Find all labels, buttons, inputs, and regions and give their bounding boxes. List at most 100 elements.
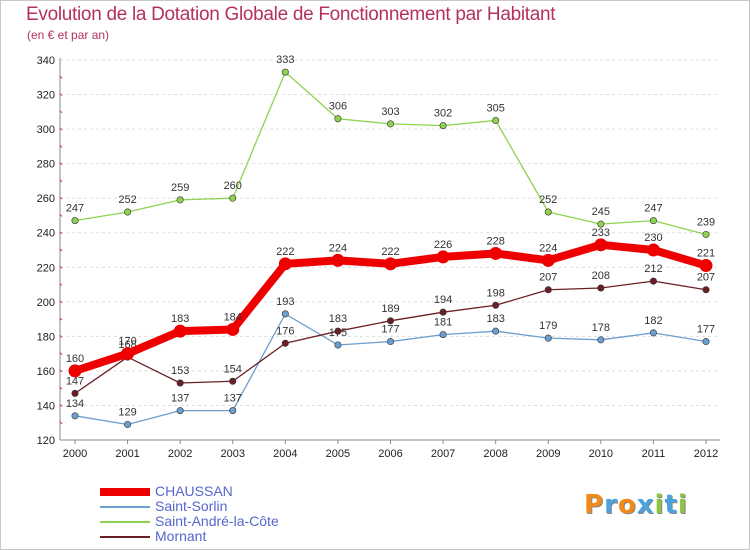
data-point xyxy=(281,68,289,76)
x-tick-label: 2008 xyxy=(483,448,507,460)
data-label: 208 xyxy=(592,270,610,282)
data-point xyxy=(439,331,447,339)
data-label: 260 xyxy=(224,180,242,192)
data-label: 137 xyxy=(171,393,189,405)
data-point xyxy=(492,301,500,309)
data-point xyxy=(702,286,710,294)
data-point xyxy=(331,253,345,267)
data-point xyxy=(229,377,237,385)
legend-label: Saint-André-la-Côte xyxy=(155,513,279,529)
data-point xyxy=(597,220,605,228)
x-tick-label: 2002 xyxy=(168,448,192,460)
data-point xyxy=(176,379,184,387)
data-point xyxy=(121,347,135,361)
data-point xyxy=(649,217,657,225)
data-point xyxy=(71,217,79,225)
x-tick-label: 2010 xyxy=(589,448,613,460)
data-label: 147 xyxy=(66,375,84,387)
y-tick-label: 300 xyxy=(37,124,55,136)
series-chaussan: 160 170 183 184 222 224 222 226 228 224 233 230 221 xyxy=(66,227,715,378)
data-label: 170 xyxy=(118,336,136,348)
y-tick-label: 240 xyxy=(37,228,55,240)
legend-item: Mornant xyxy=(100,528,360,544)
y-minor-tick xyxy=(59,283,63,286)
data-label: 153 xyxy=(171,365,189,377)
data-label: 247 xyxy=(644,203,662,215)
y-minor-tick xyxy=(59,93,63,96)
y-tick-label: 120 xyxy=(37,435,55,447)
series-saint-sorlin: 134129137137193175177181183179178182177 xyxy=(66,296,715,428)
x-tick-label: 2001 xyxy=(115,448,139,460)
data-label: 176 xyxy=(276,325,294,337)
data-label: 233 xyxy=(592,227,610,239)
y-minor-tick xyxy=(59,145,63,148)
y-tick-label: 340 xyxy=(37,55,55,67)
y-tick-label: 200 xyxy=(37,297,55,309)
data-point xyxy=(594,238,608,252)
data-label: 207 xyxy=(697,272,715,284)
y-tick-label: 220 xyxy=(37,262,55,274)
data-point xyxy=(334,115,342,123)
x-tick-label: 2005 xyxy=(326,448,350,460)
data-point xyxy=(226,322,240,336)
y-minor-tick xyxy=(59,110,63,114)
data-label: 252 xyxy=(539,194,557,206)
legend-label: Saint-Sorlin xyxy=(155,498,228,514)
y-minor-tick xyxy=(59,404,63,407)
y-minor-tick xyxy=(59,196,63,200)
data-label: 224 xyxy=(539,242,557,254)
y-tick-label: 160 xyxy=(37,366,55,378)
data-point xyxy=(436,250,450,264)
data-label: 222 xyxy=(276,246,294,258)
data-point xyxy=(439,308,447,316)
data-point xyxy=(597,284,605,292)
data-point xyxy=(541,253,555,267)
data-point xyxy=(173,324,187,338)
data-point xyxy=(649,277,657,285)
data-label: 224 xyxy=(329,242,347,254)
chart-subtitle: (en € et par an) xyxy=(27,28,110,42)
data-label: 134 xyxy=(66,398,84,410)
data-label: 198 xyxy=(486,287,504,299)
data-point xyxy=(124,208,132,216)
data-label: 177 xyxy=(381,324,399,336)
data-label: 222 xyxy=(381,246,399,258)
data-label: 154 xyxy=(224,363,242,375)
data-point xyxy=(281,310,289,318)
x-tick-label: 2000 xyxy=(63,448,87,460)
data-label: 226 xyxy=(434,239,452,251)
legend-swatch xyxy=(100,487,150,496)
data-point xyxy=(334,341,342,349)
x-tick-label: 2007 xyxy=(431,448,455,460)
y-minor-tick xyxy=(59,421,63,425)
x-tick-label: 2011 xyxy=(642,448,666,460)
data-label: 183 xyxy=(171,313,189,325)
data-label: 179 xyxy=(539,320,557,332)
data-label: 207 xyxy=(539,272,557,284)
proxiti-logo: Proxiti xyxy=(584,490,688,520)
data-point xyxy=(71,389,79,397)
data-point xyxy=(544,286,552,294)
legend-label: Mornant xyxy=(155,528,207,544)
data-point xyxy=(386,120,394,128)
y-minor-tick xyxy=(59,214,63,217)
data-point xyxy=(544,334,552,342)
data-label: 247 xyxy=(66,203,84,215)
data-label: 182 xyxy=(644,315,662,327)
data-point xyxy=(699,259,713,273)
legend-swatch xyxy=(100,520,150,523)
data-point xyxy=(281,339,289,347)
y-tick-label: 180 xyxy=(37,331,55,343)
data-point xyxy=(544,208,552,216)
data-label: 177 xyxy=(697,324,715,336)
data-point xyxy=(386,338,394,346)
y-minor-tick xyxy=(59,300,63,304)
data-point xyxy=(229,194,237,202)
data-label: 129 xyxy=(118,406,136,418)
data-label: 184 xyxy=(224,311,242,323)
data-point xyxy=(439,122,447,130)
data-point xyxy=(492,327,500,335)
